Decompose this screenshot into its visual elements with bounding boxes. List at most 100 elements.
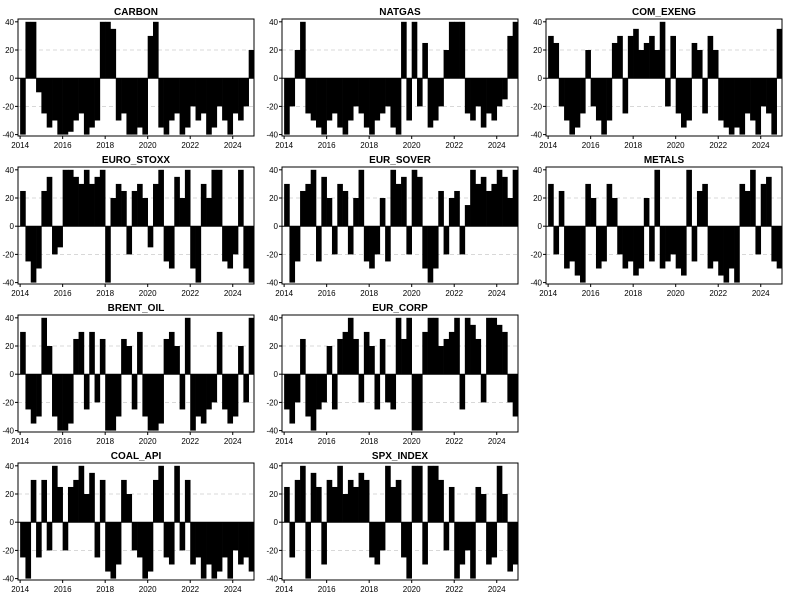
bar [454, 21, 460, 79]
bar [310, 472, 317, 523]
bar [502, 176, 508, 227]
bar [454, 522, 460, 579]
bar [174, 346, 180, 375]
bar [211, 169, 218, 227]
x-tick-label: 2016 [54, 141, 72, 150]
bar [142, 522, 148, 579]
x-tick-label: 2014 [11, 585, 29, 594]
x-tick-label: 2016 [582, 289, 600, 298]
bar [89, 183, 95, 227]
bar [548, 35, 554, 79]
bar [633, 226, 639, 276]
x-tick-label: 2020 [403, 437, 421, 446]
y-tick-label: -20 [266, 250, 278, 259]
bar [411, 21, 418, 79]
bar [284, 374, 290, 410]
bar [142, 374, 148, 417]
bar [57, 486, 63, 523]
bar [131, 78, 138, 135]
bar [507, 374, 513, 403]
bar [379, 522, 386, 551]
bar [174, 176, 180, 227]
bar [443, 50, 450, 79]
bar [718, 78, 724, 121]
bar [110, 374, 117, 431]
x-tick-label: 2016 [54, 289, 72, 298]
bar [238, 169, 244, 227]
x-tick-label: 2014 [275, 289, 293, 298]
bar [475, 486, 482, 523]
bar [142, 78, 148, 135]
x-tick-label: 2018 [360, 437, 378, 446]
panel-frame [281, 166, 519, 285]
y-tick-label: 40 [5, 166, 14, 175]
bar [300, 190, 306, 227]
bar [702, 183, 708, 227]
bar [131, 522, 138, 551]
bar [507, 198, 513, 227]
bar [486, 317, 492, 375]
bar [36, 374, 42, 417]
bar [227, 226, 234, 269]
bar [294, 50, 301, 79]
bar [316, 226, 322, 262]
bar [438, 346, 444, 375]
chart-panel-natgas: NATGAS -40 -20 0 20 40 2014 2016 2018 2020 2022 202… [266, 7, 519, 150]
bar [190, 522, 196, 565]
bar [374, 522, 381, 565]
bar [638, 50, 645, 79]
y-tick-label: 0 [10, 518, 15, 527]
bar [379, 198, 386, 227]
bar [52, 226, 58, 255]
bar [46, 78, 53, 128]
y-tick-label: 0 [274, 518, 279, 527]
bar [206, 522, 212, 565]
y-tick-label: 20 [269, 342, 278, 351]
bar [553, 42, 560, 79]
bar [158, 465, 164, 523]
chart-panel-euro-stoxx: EURO_STOXX -40 -20 0 20 40 2014 2016 2018 2020 202… [2, 155, 255, 298]
bar [353, 486, 359, 523]
bar [147, 35, 154, 79]
bar [390, 78, 397, 128]
bar [496, 78, 503, 107]
panel-frame [281, 314, 519, 433]
bar [771, 226, 777, 262]
y-tick-label: -40 [2, 131, 14, 140]
bar [411, 465, 418, 523]
x-tick-label: 2020 [139, 585, 157, 594]
bar [496, 465, 503, 523]
y-tick-label: -20 [2, 102, 14, 111]
x-tick-label: 2016 [318, 289, 336, 298]
bar [417, 374, 423, 431]
bar [422, 42, 428, 79]
x-tick-label: 2024 [224, 437, 242, 446]
bar [750, 169, 756, 227]
bar [294, 226, 301, 262]
bar [432, 226, 439, 269]
panel-title: CARBON [114, 7, 158, 18]
x-tick-label: 2024 [224, 141, 242, 150]
bar [385, 78, 391, 107]
bar [448, 198, 455, 227]
bar [696, 50, 703, 79]
bar [121, 190, 127, 227]
bar [369, 226, 375, 269]
bar [184, 479, 191, 523]
bar [574, 226, 581, 276]
x-tick-label: 2020 [139, 141, 157, 150]
y-tick-label: -40 [530, 279, 542, 288]
bar [337, 338, 343, 375]
bar [411, 169, 418, 227]
bar [294, 479, 301, 523]
bar [305, 374, 312, 417]
bar [771, 78, 777, 135]
bar [675, 78, 682, 114]
bar [147, 374, 154, 431]
y-tick-label: 0 [10, 222, 15, 231]
bar [486, 78, 492, 114]
bar [611, 42, 618, 79]
bar [163, 338, 170, 375]
bar [363, 226, 370, 262]
y-tick-label: 20 [5, 46, 14, 55]
